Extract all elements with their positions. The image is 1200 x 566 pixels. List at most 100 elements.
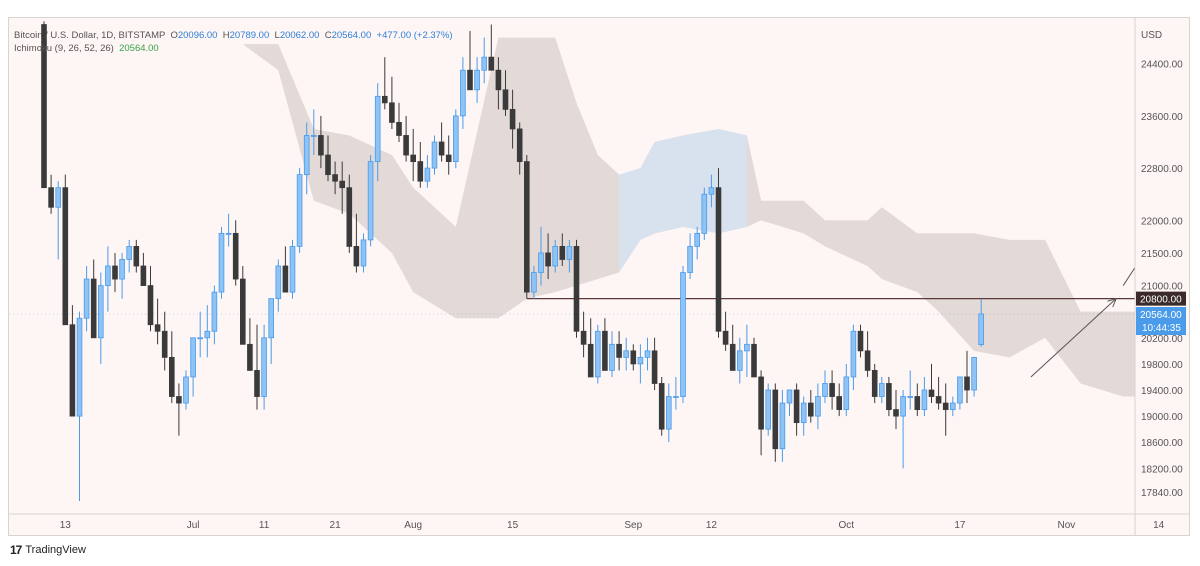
close-value: 20564.00 <box>331 30 372 41</box>
candle-body <box>722 330 729 345</box>
y-tick-label: 21000.00 <box>1141 282 1183 293</box>
candle-body <box>950 402 956 410</box>
candle-body <box>239 278 246 345</box>
candle-body <box>126 246 133 260</box>
candle-body <box>424 167 431 182</box>
x-tick-label: Aug <box>404 520 422 531</box>
tradingview-logo[interactable]: 17 TradingView <box>10 543 86 557</box>
candle-body <box>900 396 906 417</box>
y-tick-label: 22000.00 <box>1141 216 1183 227</box>
candle-body <box>815 396 821 417</box>
candle-body <box>772 389 779 450</box>
x-tick-label: Jul <box>187 520 200 531</box>
candle-body <box>41 24 47 189</box>
candle-body <box>332 174 338 182</box>
candle-body <box>502 89 509 110</box>
candle-body <box>168 356 175 397</box>
candle-body <box>580 330 587 345</box>
candle-body <box>190 337 196 378</box>
candle-body <box>204 330 211 339</box>
y-tick-label: 18600.00 <box>1141 438 1183 449</box>
y-tick-label: 19000.00 <box>1141 412 1183 423</box>
y-tick-label: 18200.00 <box>1141 464 1183 475</box>
candle-body <box>552 246 558 267</box>
candle-body <box>69 324 76 417</box>
candle-body <box>701 193 708 234</box>
candle-body <box>573 246 580 332</box>
candle-body <box>154 324 161 332</box>
candle-body <box>715 187 722 332</box>
candle-body <box>793 389 800 424</box>
candle-body <box>232 232 239 280</box>
candle-body <box>644 350 651 358</box>
candle-body <box>438 141 445 156</box>
candle-body <box>616 343 622 358</box>
last-price-tag <box>1136 307 1186 336</box>
candle-body <box>396 122 402 136</box>
candle-body <box>737 350 743 371</box>
indicator-value: 20564.00 <box>119 43 159 54</box>
y-tick-label: 17840.00 <box>1141 488 1183 499</box>
candle-body <box>509 108 516 130</box>
candle-body <box>62 187 69 326</box>
candle-body <box>729 343 736 371</box>
ichimoku-cloud-bullish <box>619 128 747 273</box>
candle-body <box>98 285 104 339</box>
candle-body <box>680 272 686 397</box>
candle-body <box>595 330 601 378</box>
candle-body <box>431 141 438 169</box>
indicator-title: Ichimoku (9, 26, 52, 26) <box>14 43 114 54</box>
candle-body <box>964 376 970 391</box>
y-tick-label: 24400.00 <box>1141 60 1183 71</box>
candle-body <box>211 291 218 332</box>
candle-body <box>957 376 963 404</box>
candle-body <box>318 135 324 156</box>
candle-body <box>275 265 282 300</box>
candle-body <box>914 396 921 410</box>
chart-area[interactable]: USD 24400.00 23600.00 22800.00 22000.00 21500… <box>8 17 1190 536</box>
projection-arrow-1-head <box>1107 297 1117 308</box>
candle-body <box>289 246 296 293</box>
price-chart[interactable]: USD 24400.00 23600.00 22800.00 22000.00 21500… <box>9 18 1189 535</box>
x-tick-label: 21 <box>330 520 342 531</box>
candle-body <box>907 396 913 398</box>
candle-body <box>140 265 147 286</box>
candle-body <box>708 187 715 195</box>
candle-body <box>247 343 253 371</box>
candle-body <box>765 389 771 430</box>
candle-body <box>779 402 786 450</box>
candle-body <box>566 246 573 260</box>
candle-body <box>119 259 125 280</box>
projection-arrow-1 <box>1030 298 1117 378</box>
candle-body <box>48 187 54 208</box>
symbol-legend: Bitcoin / U.S. Dollar, 1D, BITSTAMP O200… <box>14 30 453 41</box>
candle-body <box>751 343 757 378</box>
open-value: 20096.00 <box>177 30 218 41</box>
candle-body <box>673 396 679 398</box>
candle-body <box>353 246 360 267</box>
tradingview-mark-icon: 17 <box>10 543 22 557</box>
candle-body <box>445 154 452 162</box>
x-tick-label: Oct <box>839 520 855 531</box>
candle-body <box>850 330 857 378</box>
candle-body <box>55 187 61 208</box>
candle-body <box>495 69 502 91</box>
candle-body <box>822 383 828 397</box>
candle-body <box>921 389 928 410</box>
x-tick-label: 12 <box>706 520 718 531</box>
candle-body <box>105 265 111 286</box>
candle-body <box>630 350 637 365</box>
candle-body <box>133 246 140 267</box>
candle-body <box>623 350 629 358</box>
candle-body <box>687 246 693 273</box>
candle-body <box>978 313 984 345</box>
brand-name: TradingView <box>25 544 86 556</box>
candle-body <box>381 95 388 104</box>
candle-body <box>218 232 225 293</box>
candle-body <box>374 95 381 162</box>
candle-body <box>83 278 90 319</box>
candle-body <box>893 409 899 417</box>
candle-body <box>90 278 97 339</box>
level-price-tag <box>1136 291 1186 306</box>
change-value: +477.00 (+2.37%) <box>376 30 453 41</box>
